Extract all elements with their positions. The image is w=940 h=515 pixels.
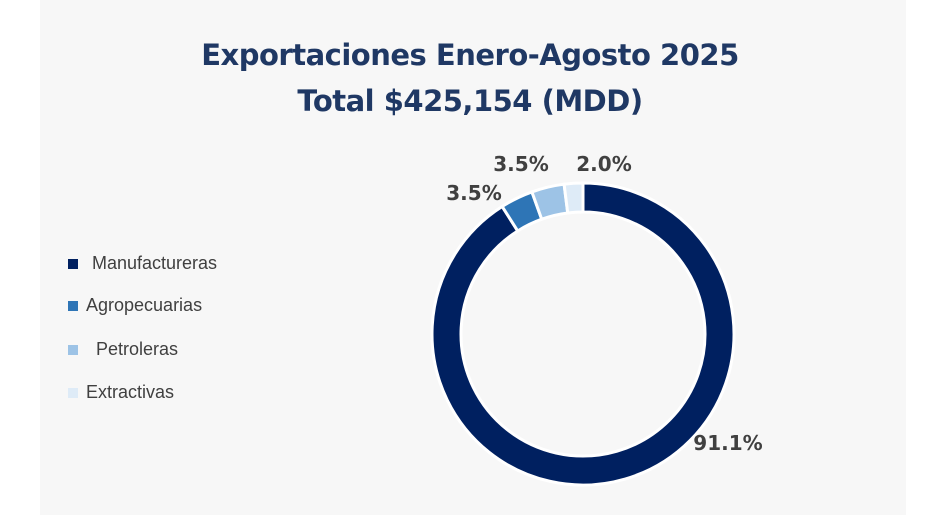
data-label-extractivas: 2.0% [576, 152, 631, 176]
legend-swatch [68, 344, 78, 355]
legend-item-extractivas: Extractivas [68, 382, 174, 403]
legend-label: Extractivas [86, 382, 175, 402]
legend-item-agropecuarias: Agropecuarias [68, 295, 202, 316]
data-label-petroleras: 3.5% [493, 152, 548, 176]
donut-slice-extractivas [562, 181, 585, 215]
legend-swatch [68, 387, 78, 398]
donut-slice-manufactureras [430, 181, 736, 487]
legend-swatch [68, 258, 78, 269]
legend-label: Manufactureras [92, 253, 218, 273]
data-label-agropecuarias: 3.5% [446, 181, 501, 205]
legend-item-petroleras: Petroleras [68, 339, 178, 360]
legend-label: Agropecuarias [86, 295, 203, 315]
data-label-manufactureras: 91.1% [693, 431, 762, 455]
chart-title: Exportaciones Enero-Agosto 2025 [201, 38, 739, 72]
legend-label: Petroleras [96, 339, 179, 359]
chart-subtitle: Total $425,154 (MDD) [297, 84, 643, 118]
legend-item-manufactureras: Manufactureras [68, 253, 217, 274]
legend-swatch [68, 300, 78, 311]
